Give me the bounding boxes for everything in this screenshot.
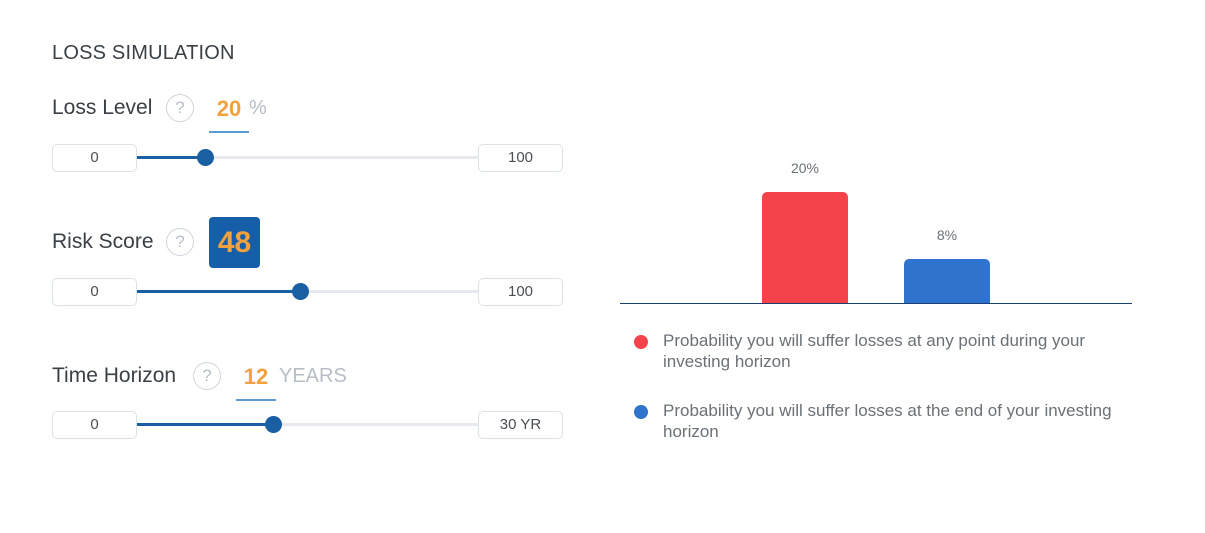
risk-score-label: Risk Score bbox=[52, 230, 154, 253]
legend-dot-blue bbox=[634, 405, 648, 419]
help-icon[interactable]: ? bbox=[166, 228, 194, 256]
loss-probability-chart: 20% 8% bbox=[620, 150, 1132, 304]
loss-level-slider[interactable] bbox=[137, 149, 478, 166]
help-icon[interactable]: ? bbox=[193, 362, 221, 390]
time-horizon-slider-fill bbox=[137, 423, 274, 426]
risk-score-slider-thumb[interactable] bbox=[292, 283, 310, 300]
bar-label-end-of-horizon: 8% bbox=[936, 226, 958, 243]
time-horizon-value-underline bbox=[236, 399, 276, 401]
bar-label-any-point: 20% bbox=[790, 160, 820, 176]
bar-end-of-horizon bbox=[904, 258, 990, 303]
time-horizon-min[interactable]: 0 bbox=[52, 411, 137, 439]
risk-score-slider-fill bbox=[137, 290, 301, 293]
legend-dot-red bbox=[634, 335, 648, 349]
loss-level-slider-fill bbox=[137, 156, 206, 159]
chart-baseline bbox=[620, 302, 1132, 304]
risk-score-value[interactable]: 48 bbox=[209, 217, 260, 268]
loss-level-unit: % bbox=[249, 97, 267, 119]
risk-score-slider[interactable] bbox=[137, 283, 478, 300]
help-icon[interactable]: ? bbox=[166, 94, 194, 122]
legend-text: Probability you will suffer losses at th… bbox=[663, 401, 1112, 441]
loss-level-min[interactable]: 0 bbox=[52, 144, 137, 172]
time-horizon-value[interactable]: 12 bbox=[243, 364, 269, 389]
loss-level-max[interactable]: 100 bbox=[478, 144, 563, 172]
loss-level-value-underline bbox=[209, 131, 249, 133]
page-title: LOSS SIMULATION bbox=[52, 42, 235, 64]
time-horizon-unit: YEARS bbox=[279, 365, 347, 387]
loss-level-label: Loss Level bbox=[52, 96, 153, 119]
loss-level-slider-thumb[interactable] bbox=[196, 149, 214, 166]
risk-score-min[interactable]: 0 bbox=[52, 278, 137, 306]
time-horizon-max[interactable]: 30 YR bbox=[478, 411, 563, 439]
risk-score-max[interactable]: 100 bbox=[478, 278, 563, 306]
bar-any-point bbox=[762, 192, 848, 303]
loss-level-value[interactable]: 20 bbox=[216, 96, 242, 121]
legend-text: Probability you will suffer losses at an… bbox=[663, 331, 1086, 371]
time-horizon-label: Time Horizon bbox=[52, 364, 177, 387]
time-horizon-slider[interactable] bbox=[137, 416, 478, 433]
time-horizon-slider-thumb[interactable] bbox=[264, 416, 282, 433]
